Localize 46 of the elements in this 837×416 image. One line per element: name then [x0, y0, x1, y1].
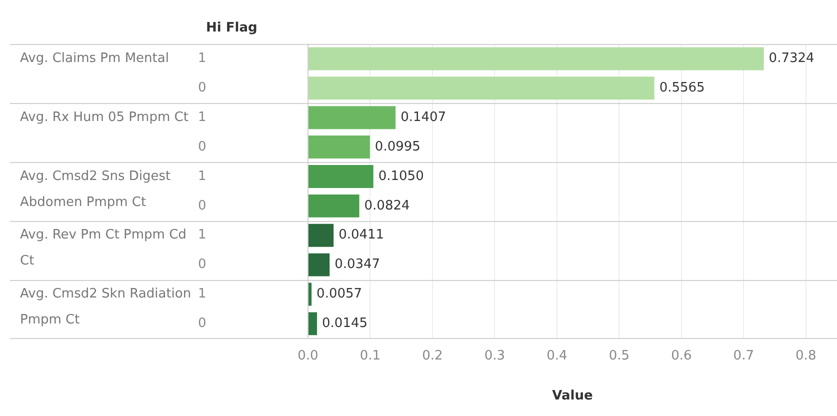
- text: Avg. Cmsd2 Sns Digest Abdomen Pmpm Ct: [20, 168, 171, 210]
- data-label: 0.0824: [364, 198, 410, 214]
- y-tick-label: 1: [198, 228, 206, 243]
- text: Avg. Claims Pm Mental: [20, 51, 169, 66]
- y-tick-label: 0: [198, 198, 206, 214]
- x-tick-label: 0.3: [484, 348, 506, 364]
- bar: [308, 47, 764, 70]
- y-tick-label: 0: [198, 316, 206, 332]
- y-tick-label: 1: [198, 51, 206, 66]
- y-tick-label: 1: [198, 286, 206, 302]
- y-tick-label: 0: [198, 257, 206, 272]
- y-tick-label: 0: [198, 80, 206, 96]
- data-label: 0.0347: [334, 257, 380, 272]
- x-axis-title: Value: [552, 388, 594, 404]
- data-label: 0.1050: [378, 168, 424, 184]
- text: Avg. Cmsd2 Skn Radiation Pmpm Ct: [20, 286, 192, 328]
- x-tick-label: 0.5: [608, 348, 630, 364]
- data-label: 0.1407: [400, 110, 446, 125]
- bar: [308, 253, 330, 276]
- bar: [308, 282, 312, 306]
- bar: [308, 165, 374, 188]
- y-tick-label: 0: [198, 139, 206, 154]
- y-axis-title: Hi Flag: [206, 20, 258, 36]
- bar: [308, 136, 370, 159]
- data-label: 0.0411: [338, 228, 384, 243]
- bar: [308, 106, 396, 130]
- data-label: 0.0057: [316, 286, 362, 302]
- x-tick-label: 0.6: [671, 348, 692, 364]
- x-tick-label: 0.4: [546, 348, 568, 364]
- text: Avg. Rev Pm Ct Pmpm Cd Ct: [20, 228, 186, 269]
- data-label: 0.7324: [768, 51, 814, 66]
- data-label: 0.0145: [322, 316, 368, 332]
- bar: [308, 224, 334, 247]
- bar: [308, 312, 318, 336]
- y-tick-label: 1: [198, 110, 206, 125]
- data-label: 0.0995: [374, 139, 420, 154]
- y-tick-label: 1: [198, 168, 206, 184]
- bar: [308, 76, 654, 100]
- text: Avg. Rx Hum 05 Pmpm Ct: [20, 110, 188, 125]
- x-tick-label: 0.8: [796, 348, 816, 364]
- x-tick-label: 0.0: [298, 348, 318, 364]
- x-tick-label: 0.2: [422, 348, 443, 364]
- x-tick-label: 0.7: [733, 348, 754, 364]
- bar: [308, 194, 360, 218]
- data-label: 0.5565: [659, 80, 705, 96]
- x-tick-label: 0.1: [360, 348, 381, 364]
